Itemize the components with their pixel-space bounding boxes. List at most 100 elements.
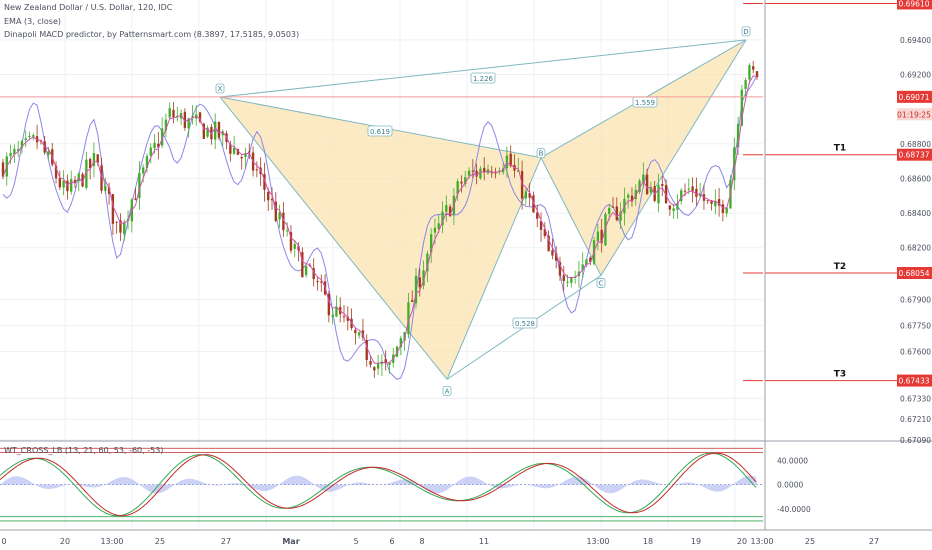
candle-body <box>342 316 346 318</box>
price-axis-label: 0.67750 <box>900 322 931 331</box>
candle-body <box>96 154 99 163</box>
candle-body <box>748 65 751 80</box>
candle-body <box>710 200 713 204</box>
candle-body <box>316 281 319 283</box>
price-axis-label: 0.67210 <box>900 415 931 424</box>
pattern-point-label: A <box>445 387 450 395</box>
candle-body <box>479 168 482 179</box>
pattern-ratio-label: 0.619 <box>370 128 390 136</box>
candle-body <box>467 170 471 176</box>
osc-axis-label: 0.0000 <box>777 481 803 490</box>
time-axis-label: 13:00 <box>100 537 123 546</box>
candle-body <box>244 153 247 158</box>
candle-body <box>24 138 27 141</box>
price-tag-label: 0.67433 <box>898 377 929 386</box>
candle-body <box>202 123 205 139</box>
candle-body <box>524 191 528 199</box>
candle-body <box>85 159 88 188</box>
candle-body <box>153 142 156 149</box>
candle-body <box>236 148 240 155</box>
pattern-ratio-label: 1.226 <box>473 75 494 83</box>
candle-body <box>88 159 92 169</box>
candle-body <box>172 109 175 118</box>
candle-body <box>441 211 444 226</box>
candle-body <box>448 206 452 217</box>
time-axis-label: 13:00 <box>586 537 609 546</box>
pattern-point-box <box>442 385 452 396</box>
pattern-ratio-box <box>470 72 496 84</box>
candle-body <box>596 231 600 242</box>
candle-body <box>255 169 259 171</box>
price-axis-label: 0.67600 <box>900 348 931 357</box>
time-axis-label: 25 <box>155 537 165 546</box>
candle-body <box>282 212 285 231</box>
candle-body <box>115 221 118 223</box>
candle-body <box>111 194 115 224</box>
time-axis-label: 0 <box>1 537 6 546</box>
candle-body <box>187 118 190 129</box>
candle-body <box>615 206 618 221</box>
candle-body <box>123 222 126 235</box>
price-tag-box <box>897 90 932 103</box>
pattern-point-box <box>741 26 751 37</box>
candle-body <box>520 171 524 199</box>
ema-legend: EMA (3, close) <box>4 17 61 26</box>
candle-body <box>422 270 425 286</box>
candle-body <box>278 212 281 220</box>
candle-body <box>483 167 486 173</box>
pattern-leg <box>219 39 747 98</box>
candle-body <box>73 179 77 184</box>
candle-body <box>81 174 84 187</box>
candle-body <box>433 227 437 233</box>
candle-body <box>460 181 463 184</box>
candle-body <box>376 363 380 369</box>
candlestick-series <box>1 60 759 378</box>
level-label-sl: SL <box>834 0 846 2</box>
candle-body <box>429 234 433 253</box>
candle-body <box>464 177 467 185</box>
candle-body <box>437 223 440 230</box>
candle-body <box>649 186 653 193</box>
harmonic-pattern: 1.226 0.619 1.559 0.528 X A B C D <box>215 26 751 396</box>
macd-legend: Dinapoli MACD predictor, by Patternsmart… <box>4 30 300 39</box>
candle-body <box>547 235 550 252</box>
candle-body <box>668 205 672 210</box>
candle-body <box>28 135 31 137</box>
candle-body <box>248 151 251 153</box>
candle-body <box>134 198 137 200</box>
price-tag-box <box>897 374 932 387</box>
time-axis-label: 6 <box>389 537 394 546</box>
time-axis-label: 11 <box>479 537 489 546</box>
time-axis-label: 20 <box>737 537 747 546</box>
level-label-t2: T2 <box>834 262 846 272</box>
candle-body <box>543 229 546 236</box>
candle-body <box>312 268 315 280</box>
candle-body <box>509 153 512 167</box>
price-tag-label: 0.68737 <box>898 151 929 160</box>
price-tag-box <box>897 108 932 121</box>
candle-body <box>695 188 698 197</box>
ema-line <box>2 75 758 364</box>
pattern-xab-fill <box>220 97 541 380</box>
time-axis: 0 20 13:00 25 27 Mar 5 6 8 11 13:00 18 19 20 13:00 25 27 <box>0 529 932 546</box>
candle-body <box>270 199 274 201</box>
candle-body <box>714 200 717 207</box>
candle-body <box>138 173 141 198</box>
time-axis-label: Mar <box>282 537 299 546</box>
candle-body <box>191 116 194 118</box>
price-tag-box <box>897 267 932 280</box>
price-tag-label: 0.69071 <box>898 93 929 102</box>
osc-histogram <box>0 475 757 494</box>
osc-wave-red <box>0 452 757 517</box>
candle-body <box>365 339 368 360</box>
candle-body <box>229 144 232 154</box>
ema-polyline <box>2 75 758 364</box>
candle-body <box>642 174 645 182</box>
osc-axis-label: -40.0000 <box>777 505 811 514</box>
candle-body <box>585 259 588 264</box>
candle-body <box>581 264 584 270</box>
candle-body <box>335 306 338 317</box>
candle-body <box>445 205 448 212</box>
candle-body <box>551 250 554 256</box>
